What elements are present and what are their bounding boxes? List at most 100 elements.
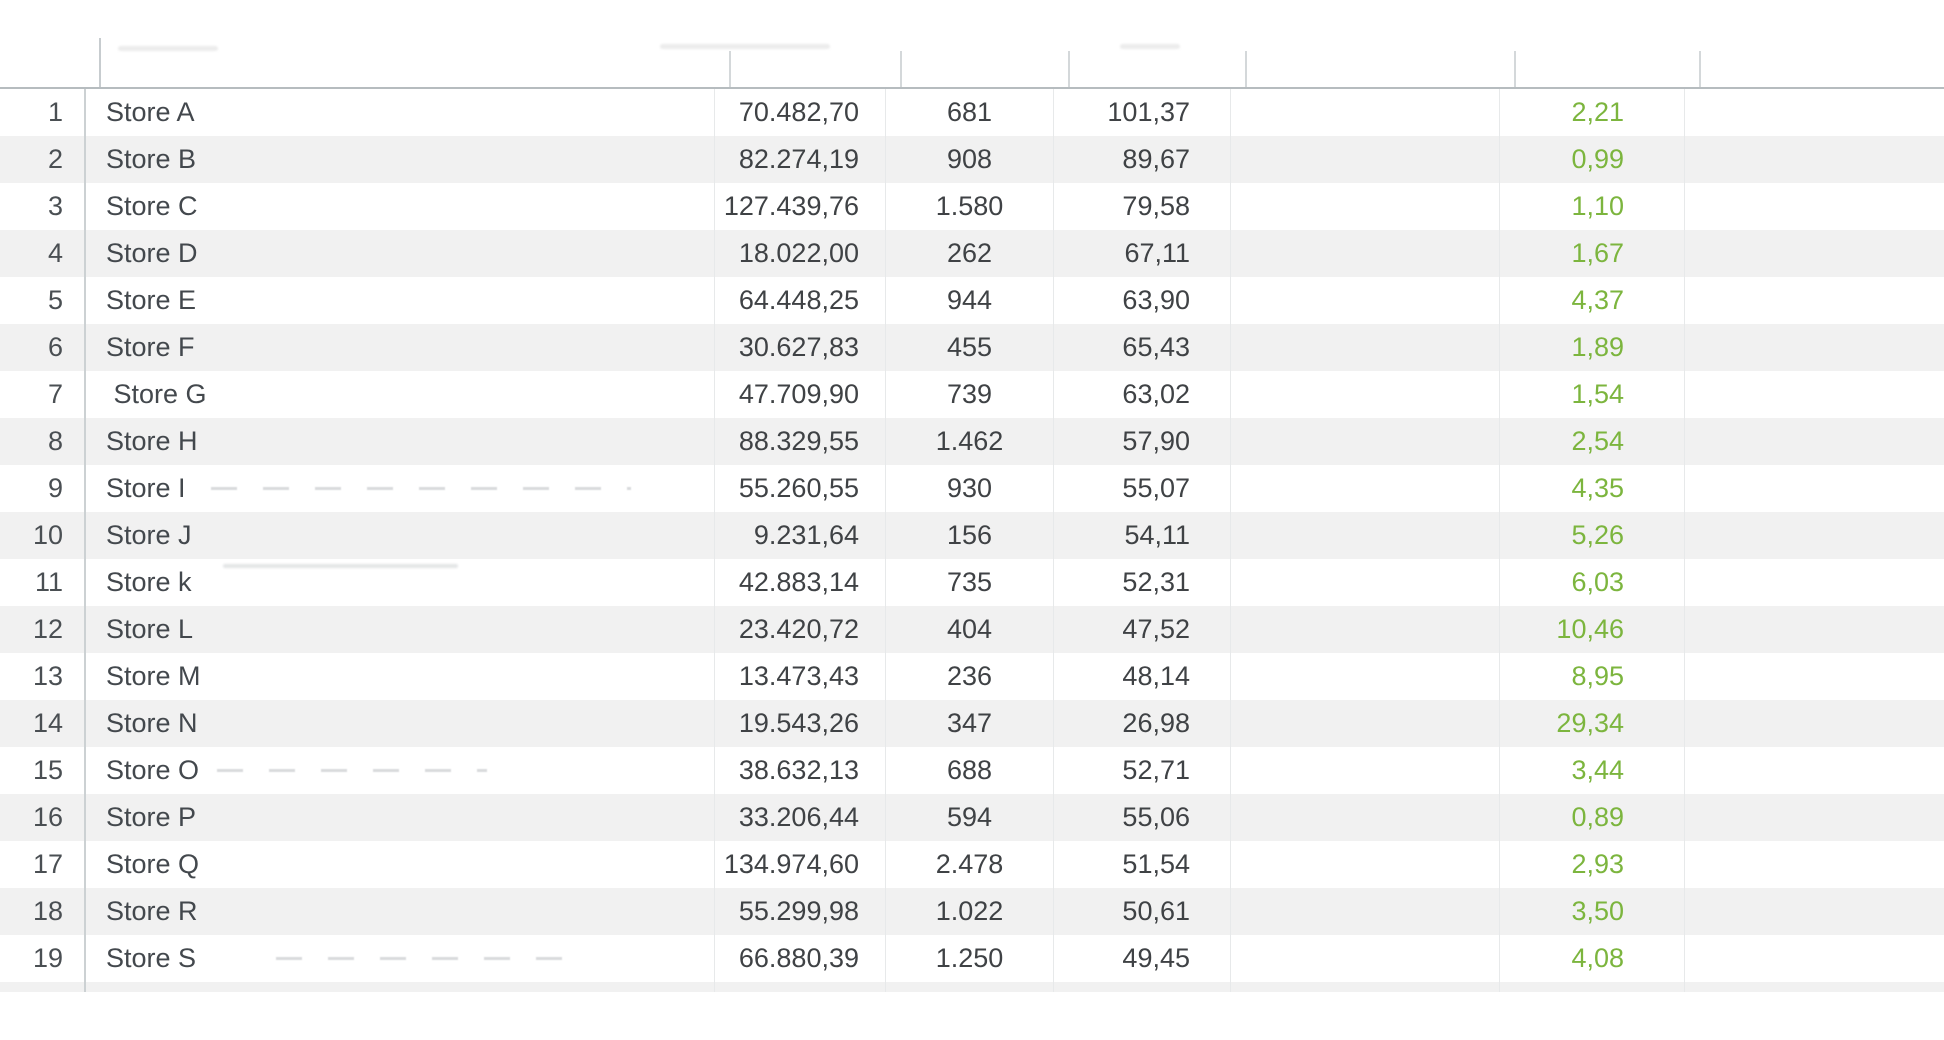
amount-cell: 42.883,14	[714, 559, 885, 606]
units-cell: 739	[885, 371, 1053, 418]
row-number	[0, 982, 84, 992]
table-row[interactable]: 4 Store D 18.022,00 262 67,11 68,79 1,67…	[0, 230, 1944, 277]
table-row[interactable]: 11 Store k 42.883,14 735 52,31 58,34 6,0…	[0, 559, 1944, 606]
row-number: 9	[47, 473, 63, 503]
store-name-cell[interactable]: Store P	[84, 794, 714, 841]
store-name-cell[interactable]: Store F	[84, 324, 714, 371]
units-cell: 347	[885, 700, 1053, 747]
amount-cell: 88.329,55	[714, 418, 885, 465]
redacted-header-smudge	[118, 46, 218, 51]
percent-cell: 55,06	[1053, 794, 1230, 841]
growth-cell: 4,35	[1499, 465, 1684, 512]
store-name-cell[interactable]: Store S	[84, 935, 714, 982]
amount-cell: 55.299,98	[714, 888, 885, 935]
row-number: 12	[32, 614, 63, 644]
header-column-tick	[1245, 51, 1247, 87]
row-number: 11	[34, 567, 63, 597]
table-row[interactable]: 1 Store A 70.482,70 681 101,37 103,57 2,…	[0, 89, 1944, 136]
units-cell: 1.022	[885, 888, 1053, 935]
growth-cell: 3,44	[1499, 747, 1684, 794]
percent-cell: 57,90	[1053, 418, 1230, 465]
percent-cell: 54,11	[1053, 512, 1230, 559]
table-row[interactable]: 16 Store P 33.206,44 594 55,06 55,95 0,8…	[0, 794, 1944, 841]
store-name-cell[interactable]: Store k	[84, 559, 714, 606]
bar2-cell: 43,79	[1684, 794, 1928, 841]
store-name-cell[interactable]: Store E	[84, 277, 714, 324]
bar1-cell: 56,32	[1230, 700, 1499, 747]
table-header[interactable]	[0, 0, 1944, 89]
table-row[interactable]: 14 Store N 19.543,26 347 26,98 56,32 29,…	[0, 700, 1944, 747]
bar2-cell: 70,29	[1684, 89, 1928, 136]
row-number: 8	[47, 426, 63, 456]
store-name-cell[interactable]: Store N	[84, 700, 714, 747]
units-cell: 1.580	[885, 183, 1053, 230]
growth-cell: 2,93	[1499, 841, 1684, 888]
table-row[interactable]: 8 Store H 88.329,55 1.462 57,90 60,44 2,…	[0, 418, 1944, 465]
amount-cell: 18.022,00	[714, 230, 885, 277]
growth-cell: 1,67	[1499, 230, 1684, 277]
bar1-cell: 68,79	[1230, 230, 1499, 277]
store-name-cell[interactable]: Store H	[84, 418, 714, 465]
table-row[interactable]: 5 Store E 64.448,25 944 63,90 68,27 4,37…	[0, 277, 1944, 324]
store-name-cell[interactable]: Store B	[84, 136, 714, 183]
redacted-text-smudge	[211, 487, 631, 490]
table-row[interactable]: 2 Store B 82.274,19 908 89,67 90,66 0,99…	[0, 136, 1944, 183]
store-name-cell[interactable]: Store Q	[84, 841, 714, 888]
store-name-cell[interactable]: Store D	[84, 230, 714, 277]
row-number: 3	[47, 191, 63, 221]
table-row[interactable]: 19 Store S 66.880,39 1.250 49,45 53,53 4…	[0, 935, 1944, 982]
store-name-cell[interactable]: Store L	[84, 606, 714, 653]
table-row[interactable]: 17 Store Q 134.974,60 2.478 51,54 54,47 …	[0, 841, 1944, 888]
table-row[interactable]: 6 Store F 30.627,83 455 65,43 67,31 1,89…	[0, 324, 1944, 371]
bar2-cell: 61,67	[1684, 183, 1928, 230]
store-name-cell[interactable]	[84, 982, 714, 992]
growth-cell: 0,99	[1499, 136, 1684, 183]
table-row[interactable]: 12 Store L 23.420,72 404 47,52 57,97 10,…	[0, 606, 1944, 653]
table-row[interactable]: 13 Store M 13.473,43 236 48,14 57,09 8,9…	[0, 653, 1944, 700]
table-row[interactable]: 18 Store R 55.299,98 1.022 50,61 54,11 3…	[0, 888, 1944, 935]
row-number: 13	[32, 661, 63, 691]
row-number: 14	[32, 708, 63, 738]
row-number: 7	[47, 379, 63, 409]
units-cell: 262	[885, 230, 1053, 277]
store-name-cell[interactable]: Store O	[84, 747, 714, 794]
percent-cell: 51,54	[1053, 841, 1230, 888]
amount-cell: 134.974,60	[714, 841, 885, 888]
store-name-cell[interactable]: Store R	[84, 888, 714, 935]
bar1-cell: 55,95	[1230, 794, 1499, 841]
table-row[interactable]: 10 Store J 9.231,64 156 54,11 59,37 5,26…	[0, 512, 1944, 559]
growth-cell: 5,26	[1499, 512, 1684, 559]
header-column-tick	[1514, 51, 1516, 87]
row-number: 18	[32, 896, 63, 926]
table-row-partial[interactable]	[0, 982, 1944, 992]
bar1-cell: 64,56	[1230, 371, 1499, 418]
store-name-cell[interactable]: Store J	[84, 512, 714, 559]
bar2-cell: 39,96	[1684, 653, 1928, 700]
growth-cell: 8,95	[1499, 653, 1684, 700]
row-number: 1	[47, 97, 63, 127]
table-row[interactable]: 7 Store G 47.709,90 739 63,02 64,56 1,54…	[0, 371, 1944, 418]
table-row[interactable]: 3 Store C 127.439,76 1.580 79,58 80,68 1…	[0, 183, 1944, 230]
store-name-cell[interactable]: Store I	[84, 465, 714, 512]
bar2-cell: 43,87	[1684, 465, 1928, 512]
bar1-cell: 57,09	[1230, 653, 1499, 700]
growth-cell	[1499, 982, 1684, 992]
store-name-cell[interactable]: Store C	[84, 183, 714, 230]
store-name-cell[interactable]: Store A	[84, 89, 714, 136]
percent-cell: 52,71	[1053, 747, 1230, 794]
amount-cell	[714, 982, 885, 992]
header-column-tick	[900, 51, 902, 87]
table-row[interactable]: 15 Store O 38.632,13 688 52,71 56,15 3,4…	[0, 747, 1944, 794]
bar2-cell: 47,67	[1684, 371, 1928, 418]
growth-cell: 6,03	[1499, 559, 1684, 606]
bar2-cell: 50,02	[1684, 277, 1928, 324]
store-name-cell[interactable]: Store G	[84, 371, 714, 418]
bar1-cell: 57,97	[1230, 606, 1499, 653]
units-cell: 944	[885, 277, 1053, 324]
percent-cell: 63,90	[1053, 277, 1230, 324]
store-name-cell[interactable]: Store M	[84, 653, 714, 700]
amount-cell: 127.439,76	[714, 183, 885, 230]
row-number: 17	[32, 849, 63, 879]
table-row[interactable]: 9 Store I 55.260,55 930 55,07 59,42 4,35…	[0, 465, 1944, 512]
